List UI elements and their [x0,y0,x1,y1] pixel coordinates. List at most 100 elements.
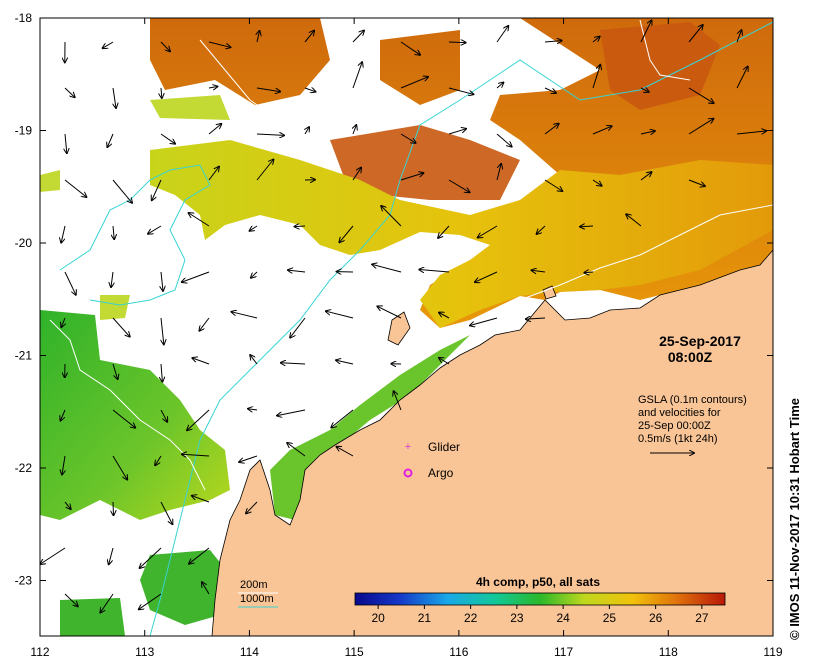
glider-legend-label: Glider [428,440,460,454]
velocity-arrow [64,593,78,606]
velocity-arrow [189,547,210,564]
velocity-arrow [160,501,172,524]
velocity-arrow [199,317,210,331]
velocity-arrow [100,593,114,613]
velocity-arrow [257,31,260,43]
velocity-arrow [640,131,655,134]
velocity-arrow [152,179,162,200]
island-barrow [387,311,411,346]
velocity-arrow [326,311,354,319]
velocity-arrow [304,88,315,92]
velocity-arrow [526,318,546,319]
velocity-arrow [61,409,66,421]
velocity-arrow [592,37,600,43]
x-tick-label: 114 [240,645,259,659]
x-tick-label: 115 [345,645,364,659]
velocity-arrow [112,317,130,337]
sst-yellow-band [150,140,773,328]
velocity-arrow [331,409,354,427]
velocity-arrow [111,271,113,287]
velocity-arrow [107,133,114,147]
velocity-arrow [248,409,258,410]
velocity-arrow [544,179,562,191]
velocity-arrow [256,160,273,181]
velocity-arrow [478,225,498,238]
velocity-arrow [232,312,258,319]
colorbar-title: 4h comp, p50, all sats [476,575,600,589]
velocity-arrow [208,124,221,135]
x-tick-label: 118 [659,645,678,659]
velocity-arrow [64,179,86,197]
velocity-arrow [544,87,556,93]
velocity-arrow [40,547,66,564]
velocity-arrow [61,225,66,243]
velocity-arrow [208,87,217,89]
velocity-arrow [304,31,314,43]
velocity-arrow [182,271,210,282]
velocity-arrow [475,271,498,282]
velocity-arrow [381,206,402,227]
x-tick-label: 117 [554,645,573,659]
velocity-arrow [688,25,703,43]
gsla-line-3: 25-Sep 00:00Z [638,420,711,432]
velocity-arrow [592,65,600,89]
velocity-arrow [140,547,162,568]
velocity-arrow [339,225,354,242]
velocity-arrow [202,582,210,595]
velocity-arrow [208,41,230,47]
credit-text: © IMOS 11-Nov-2017 10:31 Hobart Time [787,398,802,640]
x-tick-label: 119 [763,645,782,659]
colorbar-tick-label: 25 [603,611,617,625]
y-tick-label: -19 [15,124,33,138]
velocity-arrow [352,31,364,43]
velocity-arrow [208,167,219,181]
x-tick-label: 116 [449,645,468,659]
bathy-1000m-label: 1000m [240,593,274,605]
colorbar-tick-label: 23 [510,611,524,625]
velocity-arrow [736,131,766,135]
velocity-arrow [187,409,210,430]
velocity-arrow [439,313,450,319]
glider-marker: + [405,441,411,453]
velocity-arrow [287,443,306,457]
argo-legend-label: Argo [428,466,454,480]
velocity-arrow [544,41,562,42]
velocity-arrow [400,173,423,181]
velocity-arrow [281,363,306,364]
velocity-arrow [336,360,354,365]
velocity-arrow [584,272,594,273]
velocity-arrow [290,317,306,338]
velocity-arrow [580,226,594,227]
velocity-arrow [182,454,210,456]
colorbar [354,592,726,606]
y-tick-label: -22 [15,461,33,475]
velocity-arrow [250,355,258,365]
colorbar-tick-label: 24 [556,611,570,625]
velocity-arrow [400,133,416,143]
velocity-arrow [736,67,748,89]
y-axis: -18 -19 -20 -21 -22 -23 [15,11,773,588]
map-time: 08:00Z [668,349,713,365]
velocity-arrow [113,501,114,515]
velocity-arrow [112,409,135,428]
island-small [542,285,557,300]
gsla-line-4: 0.5m/s (1kt 24h) [638,433,717,445]
land-australia [211,249,773,636]
velocity-arrow [113,87,116,108]
velocity-arrow [161,363,162,382]
map-date: 25-Sep-2017 [659,333,741,349]
contour-1000m [59,21,773,636]
velocity-arrow [448,179,470,192]
velocity-arrow [160,409,167,422]
velocity-arrow [239,455,258,462]
velocity-arrow [64,271,76,295]
velocity-arrow [400,77,428,89]
x-tick-label: 113 [135,645,154,659]
velocity-arrow [161,271,163,291]
y-tick-label: -21 [15,349,33,363]
velocity-arrow [448,42,466,43]
velocity-arrow [192,358,210,365]
velocity-arrow [65,133,67,153]
x-tick-label: 112 [30,645,49,659]
